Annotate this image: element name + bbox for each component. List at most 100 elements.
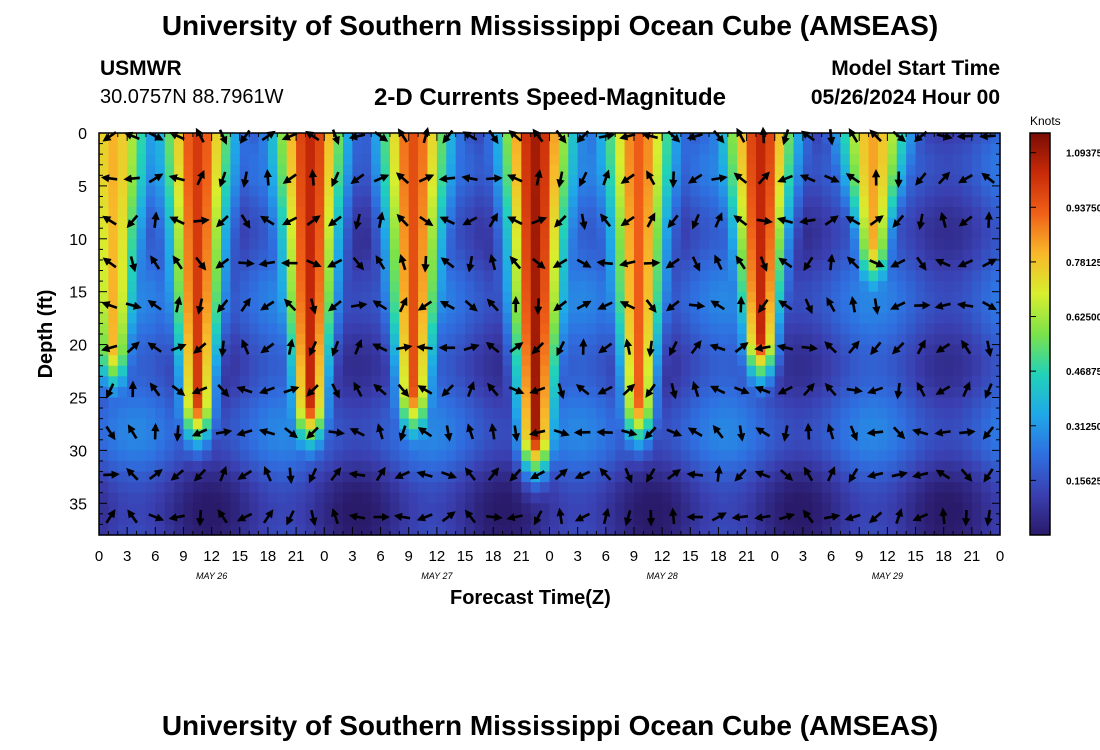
heatmap-cell [906,312,917,325]
heatmap-cell [127,355,138,367]
heatmap-cell [455,302,466,314]
heatmap-cell [934,482,945,494]
current-vector-arrow [373,383,387,396]
heatmap-cell [230,238,241,250]
heatmap-cell [455,471,466,483]
heatmap-cell [277,429,288,441]
heatmap-cell [465,334,476,346]
heatmap-cell [587,460,598,473]
heatmap-cell [887,397,898,409]
heatmap-cell [587,492,598,504]
heatmap-cell [971,291,982,303]
heatmap-cell [774,418,785,430]
heatmap-cell [474,418,485,430]
heatmap-cell [511,397,522,409]
heatmap-cell [596,418,607,430]
heatmap-cell [418,238,429,250]
heatmap-cell [343,355,354,367]
heatmap-cell [239,397,250,409]
heatmap-cell [624,503,635,515]
heatmap-cell [380,397,391,409]
heatmap-cell [230,450,241,462]
heatmap-cell [990,291,1001,303]
heatmap-cell [915,143,926,155]
heatmap-cell [727,429,738,441]
heatmap-cell [962,281,973,293]
heatmap-cell [380,154,391,166]
heatmap-cell [483,376,494,388]
heatmap-cell [352,397,363,409]
current-vector-arrow [959,428,976,437]
heatmap-cell [296,482,307,494]
heatmap-cell [277,207,288,219]
heatmap-cell [849,228,860,240]
heatmap-cell [577,355,588,367]
heatmap-cell [549,281,560,293]
current-vector-arrow [123,131,140,141]
current-vector-arrow [553,428,570,437]
heatmap-cell [192,323,203,335]
heatmap-cell [971,450,982,462]
heatmap-cell [136,143,147,155]
heatmap-cell [465,460,476,473]
heatmap-cell [755,376,766,388]
heatmap-cell [192,238,203,250]
current-vector-arrow [193,468,207,482]
heatmap-cell [446,365,457,377]
current-vector-arrow [759,256,768,272]
heatmap-cell [192,291,203,303]
heatmap-cell [971,259,982,272]
heatmap-cell [380,228,391,240]
heatmap-cell [361,196,372,208]
heatmap-cell [192,312,203,325]
heatmap-cell [887,482,898,494]
heatmap-cell [709,207,720,219]
heatmap-cell [324,196,335,208]
heatmap-cell [380,408,391,420]
heatmap-cell [183,471,194,483]
heatmap-cell [812,482,823,494]
heatmap-cell [831,418,842,430]
heatmap-cell [530,217,541,229]
heatmap-cell [662,312,673,325]
heatmap-cell [521,259,532,272]
current-vector-arrow [736,127,746,143]
heatmap-cell [183,344,194,356]
heatmap-cell [192,492,203,504]
heatmap-cell [474,355,485,367]
heatmap-cell [127,143,138,155]
heatmap-cell [690,143,701,155]
heatmap-cell [324,408,335,420]
heatmap-cell [943,207,954,219]
heatmap-cell [831,281,842,293]
heatmap-cell [774,207,785,219]
heatmap-cell [493,513,504,526]
heatmap-cell [943,376,954,388]
heatmap-cell [652,185,663,198]
heatmap-cell [906,259,917,272]
heatmap-cell [662,418,673,430]
heatmap-cell [953,228,964,240]
heatmap-cell [286,270,297,282]
heatmap-cell [737,376,748,388]
heatmap-cell [859,460,870,473]
heatmap-cell [446,355,457,367]
heatmap-cell [455,217,466,229]
heatmap-cell [906,281,917,293]
heatmap-cell [877,386,888,399]
heatmap-cell [549,460,560,473]
heatmap-cell [155,154,166,166]
current-vector-arrow [869,215,884,226]
heatmap-cell [943,439,954,451]
heatmap-cell [99,143,109,155]
heatmap-cell [971,270,982,282]
heatmap-cell [596,334,607,346]
heatmap-cell [174,281,185,293]
heatmap-cell [418,312,429,325]
heatmap-cell [333,355,344,367]
current-vector-arrow [734,342,749,353]
heatmap-cell [352,270,363,282]
heatmap-cell [690,164,701,176]
heatmap-cell [662,185,673,198]
heatmap-cell [652,249,663,261]
